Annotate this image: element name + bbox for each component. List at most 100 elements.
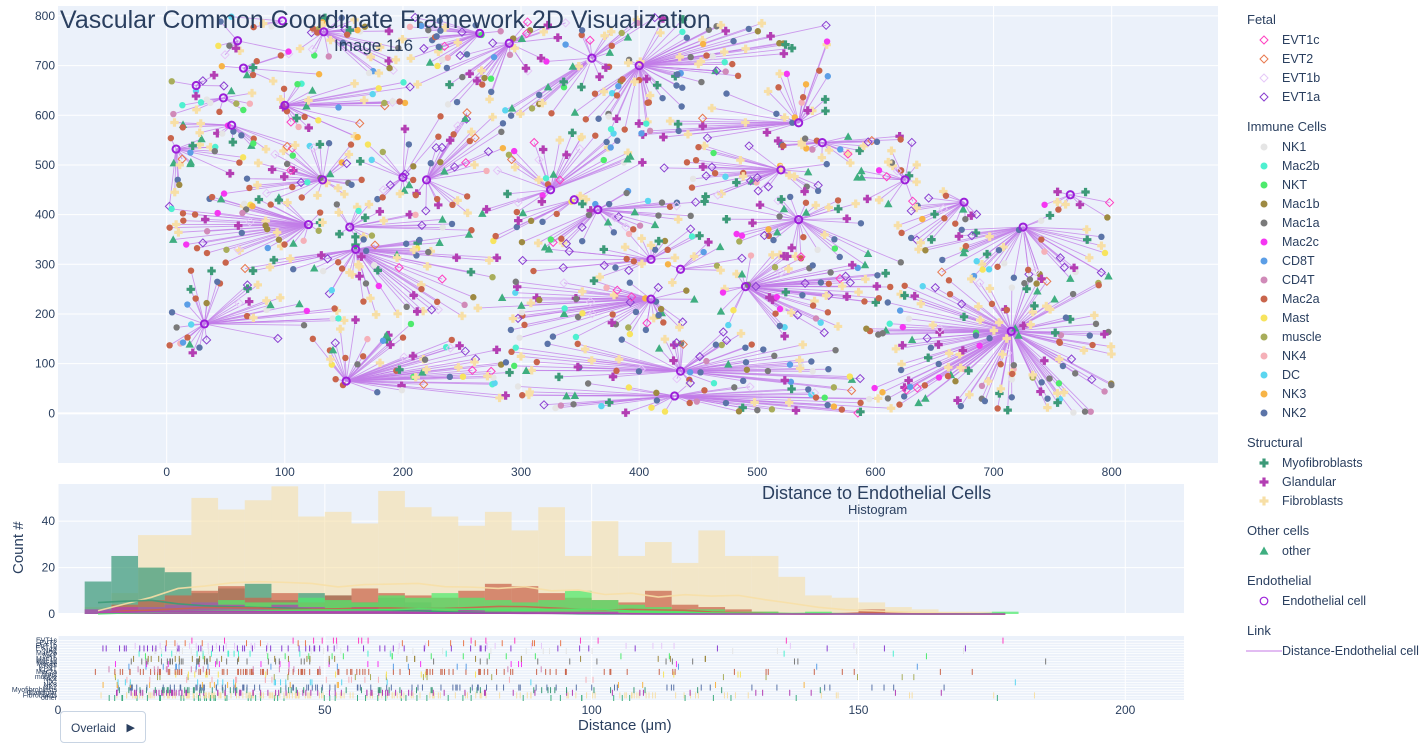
link-line [517, 189, 551, 203]
legend-item[interactable]: EVT1c [1246, 31, 1422, 50]
legend-item[interactable]: Myofibroblasts [1246, 454, 1422, 473]
legend-item[interactable]: Fibroblasts [1246, 492, 1422, 511]
cell-point [922, 333, 932, 343]
legend-item[interactable]: other [1246, 542, 1422, 561]
link-line [674, 392, 815, 397]
cell-point [449, 201, 456, 209]
cell-point [856, 407, 865, 417]
link-line [182, 124, 232, 128]
cell-point [812, 315, 820, 322]
cell-point [824, 309, 832, 316]
cell-point [958, 346, 968, 355]
legend-swatch-icon [1260, 276, 1268, 284]
cell-point [439, 41, 450, 52]
legend-item[interactable]: Endothelial cell [1246, 592, 1422, 611]
legend-item[interactable]: Mac2b [1246, 157, 1422, 176]
cell-point [238, 229, 246, 237]
legend-item[interactable]: DC [1246, 366, 1422, 385]
cell-point [578, 287, 587, 296]
link-line [323, 31, 389, 62]
cell-point [186, 285, 195, 294]
cell-point [294, 80, 301, 88]
cell-point [581, 195, 591, 204]
cell-point [443, 343, 450, 351]
cell-point [635, 368, 643, 375]
cell-point [799, 94, 807, 101]
cell-point [603, 284, 610, 291]
legend-item[interactable]: NK4 [1246, 347, 1422, 366]
cell-point [242, 70, 252, 79]
cell-point [250, 140, 257, 147]
legend-item[interactable]: Mac2c [1246, 233, 1422, 252]
legend-item[interactable]: Mac1b [1246, 195, 1422, 214]
endothelial-cell-point [341, 376, 351, 386]
legend-item[interactable]: CD4T [1246, 271, 1422, 290]
cell-point [412, 211, 419, 219]
cell-point [659, 132, 668, 142]
legend-item[interactable]: muscle [1246, 328, 1422, 347]
link-line [798, 219, 818, 251]
legend-item[interactable]: Mac2a [1246, 290, 1422, 309]
link-line [226, 224, 309, 251]
cell-point [824, 203, 833, 212]
cell-point [798, 340, 807, 349]
legend-item[interactable]: EVT1a [1246, 88, 1422, 107]
link-line [904, 142, 913, 180]
rug-category-label: Mac2c [36, 661, 57, 668]
cell-point [169, 235, 178, 243]
link-line [513, 150, 551, 191]
histogram-bar [778, 576, 806, 614]
cell-point [686, 399, 693, 407]
cell-point [248, 266, 258, 275]
cell-point [857, 166, 866, 175]
cell-point [624, 265, 634, 276]
cell-point [952, 378, 959, 385]
link-line [346, 380, 402, 391]
cell-point [434, 47, 443, 56]
cell-point [272, 228, 282, 237]
cell-point [233, 100, 240, 107]
rug-plot-area[interactable] [58, 636, 1184, 700]
cell-point [853, 173, 862, 181]
overlay-toggle-button[interactable]: Overlaid ▶ [60, 711, 146, 743]
cell-point [967, 211, 976, 220]
legend-item[interactable]: Glandular [1246, 473, 1422, 492]
cell-point [814, 246, 821, 254]
link-line [680, 344, 803, 372]
legend-item[interactable]: EVT2 [1246, 50, 1422, 69]
cell-point [519, 392, 526, 399]
legend-item[interactable]: NK1 [1246, 138, 1422, 157]
endothelial-cell-point [670, 391, 680, 401]
cell-point [373, 266, 383, 275]
cell-point [707, 103, 717, 113]
cell-point [1066, 274, 1075, 282]
legend-item[interactable]: Distance-Endothelial cell [1246, 642, 1422, 661]
legend-item[interactable]: CD8T [1246, 252, 1422, 271]
legend-item[interactable]: NKT [1246, 176, 1422, 195]
cell-point [490, 374, 497, 381]
cell-point [607, 318, 617, 327]
cell-point [922, 247, 929, 254]
legend-item[interactable]: EVT1b [1246, 69, 1422, 88]
cell-point [386, 340, 395, 349]
link-line [1010, 331, 1065, 393]
link-line [798, 219, 866, 266]
legend-item[interactable]: Mast [1246, 309, 1422, 328]
cell-point [642, 326, 650, 334]
cell-point [775, 69, 784, 78]
link-line [252, 205, 309, 225]
cell-point [276, 95, 285, 104]
scatter-plot-area[interactable] [58, 6, 1218, 463]
cell-point [402, 240, 410, 247]
cell-point [440, 23, 450, 32]
link-line [745, 286, 785, 328]
legend-item[interactable]: NK2 [1246, 404, 1422, 423]
legend-item[interactable]: Mac1a [1246, 214, 1422, 233]
legend-item[interactable]: NK3 [1246, 385, 1422, 404]
cell-point [246, 100, 254, 107]
link-line [382, 151, 404, 178]
link-line [597, 200, 649, 211]
cell-point [687, 212, 694, 220]
link-line [745, 286, 781, 310]
cell-point [624, 58, 633, 68]
